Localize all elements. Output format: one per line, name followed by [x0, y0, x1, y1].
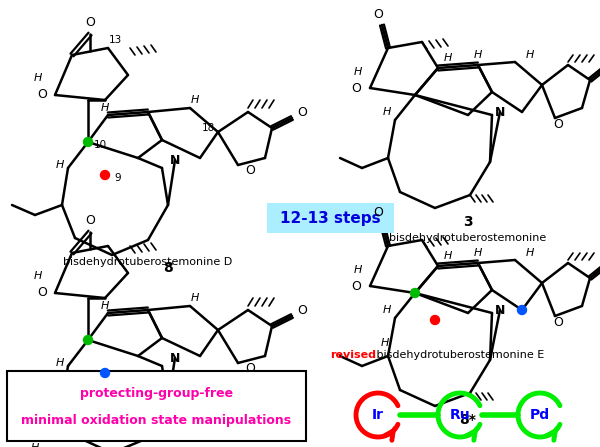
Text: H: H — [444, 53, 452, 63]
Text: Pd: Pd — [530, 408, 550, 422]
Circle shape — [83, 336, 92, 345]
Text: H: H — [526, 50, 534, 60]
Text: N: N — [170, 351, 180, 364]
Text: H: H — [383, 305, 391, 315]
Text: H: H — [191, 293, 199, 303]
Text: minimal oxidation state manipulations: minimal oxidation state manipulations — [22, 414, 292, 427]
Text: 9: 9 — [115, 173, 121, 183]
Text: H: H — [383, 107, 391, 117]
Text: revised: revised — [330, 350, 376, 360]
Text: O: O — [85, 16, 95, 29]
Text: O: O — [297, 105, 307, 118]
Text: 12-13 steps: 12-13 steps — [280, 211, 381, 225]
Text: 18: 18 — [202, 123, 215, 133]
Text: O: O — [373, 207, 383, 219]
Text: Ru: Ru — [449, 408, 470, 422]
Text: 3: 3 — [463, 215, 473, 229]
Text: O: O — [85, 214, 95, 227]
FancyBboxPatch shape — [267, 203, 394, 233]
Text: H: H — [526, 248, 534, 258]
Circle shape — [431, 316, 439, 325]
Text: O: O — [373, 8, 383, 21]
Text: N: N — [495, 105, 505, 118]
Text: O: O — [245, 164, 255, 177]
Text: bisdehydrotuberostemonine D: bisdehydrotuberostemonine D — [64, 257, 233, 267]
Text: H: H — [191, 95, 199, 105]
Circle shape — [410, 288, 419, 298]
Text: bisdehydrotuberostemonine: bisdehydrotuberostemonine — [389, 233, 547, 243]
Text: H: H — [101, 103, 109, 113]
Text: O: O — [553, 118, 563, 131]
Text: H: H — [56, 160, 64, 170]
Text: bisdehydrotuberostemonine E: bisdehydrotuberostemonine E — [373, 350, 544, 360]
Text: H: H — [474, 50, 482, 60]
Text: H: H — [354, 67, 362, 77]
FancyBboxPatch shape — [7, 371, 306, 441]
Text: 8: 8 — [163, 261, 173, 275]
Text: N: N — [495, 304, 505, 316]
Text: O: O — [297, 304, 307, 316]
Text: 13: 13 — [109, 35, 122, 45]
Text: H: H — [354, 265, 362, 275]
Text: O: O — [37, 287, 47, 299]
Text: H: H — [34, 73, 42, 83]
Text: H: H — [381, 338, 389, 348]
Text: 10: 10 — [94, 140, 107, 150]
Circle shape — [101, 368, 110, 378]
Text: H: H — [34, 271, 42, 281]
Text: H: H — [444, 251, 452, 261]
Text: protecting-group-free: protecting-group-free — [80, 387, 233, 400]
Text: Ir: Ir — [372, 408, 384, 422]
Text: H: H — [56, 358, 64, 368]
Circle shape — [517, 305, 527, 315]
Text: O: O — [351, 279, 361, 292]
Text: 8*: 8* — [460, 413, 476, 427]
Text: O: O — [37, 89, 47, 101]
Text: H: H — [474, 248, 482, 258]
Text: N: N — [170, 153, 180, 166]
Circle shape — [83, 138, 92, 147]
Text: O: O — [351, 81, 361, 94]
Text: O: O — [553, 316, 563, 329]
Text: H: H — [101, 301, 109, 311]
Text: H: H — [31, 443, 39, 447]
Circle shape — [101, 170, 110, 180]
Text: O: O — [245, 362, 255, 375]
